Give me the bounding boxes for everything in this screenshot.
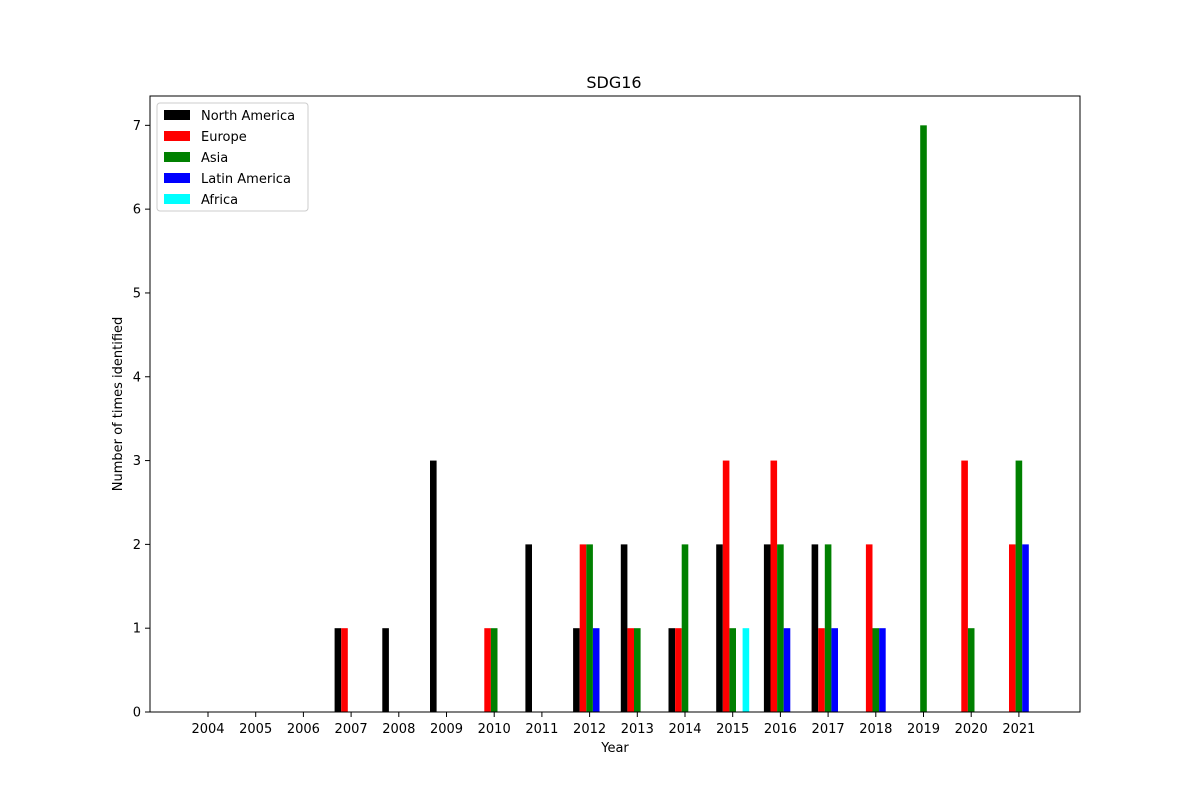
legend-swatch-latin-america xyxy=(164,173,190,183)
bar-asia-2013 xyxy=(634,628,641,712)
y-axis-label: Number of times identified xyxy=(111,317,126,492)
bar-europe-2017 xyxy=(818,628,825,712)
y-tick-label: 0 xyxy=(133,706,141,721)
bar-asia-2021 xyxy=(1015,460,1023,712)
bar-north-america-2013 xyxy=(620,544,628,712)
bar-latin-america-2012 xyxy=(592,628,600,712)
y-tick-label: 5 xyxy=(133,286,141,301)
x-tick-label: 2016 xyxy=(764,722,797,737)
x-tick-label: 2012 xyxy=(573,722,606,737)
bar-north-america-2014 xyxy=(668,628,676,712)
bar-europe-2014 xyxy=(675,628,682,712)
x-axis: 2004 2005 2006 2007 2008 2009 2010 2011 2012 2013… xyxy=(191,712,1035,737)
y-axis: 0 1 2 3 4 5 6 7 xyxy=(133,119,150,721)
x-tick-label: 2015 xyxy=(716,722,749,737)
bar-asia-2019 xyxy=(920,125,927,712)
bar-europe-2013 xyxy=(627,628,634,712)
bar-europe-2012 xyxy=(579,544,587,712)
bar-north-america-2007 xyxy=(334,628,342,712)
bar-asia-2020 xyxy=(967,628,975,712)
bar-latin-america-2021 xyxy=(1022,544,1029,712)
bar-asia-2018 xyxy=(872,628,880,712)
bar-north-america-2017 xyxy=(811,544,819,712)
bar-asia-2016 xyxy=(777,544,784,712)
bar-latin-america-2016 xyxy=(783,628,791,712)
bars-layer xyxy=(334,125,1029,712)
legend-swatch-asia xyxy=(164,152,190,162)
y-tick-label: 7 xyxy=(133,119,141,134)
bar-north-america-2012 xyxy=(573,628,580,712)
bar-asia-2010 xyxy=(490,628,498,712)
legend-swatch-north-america xyxy=(164,110,190,120)
bar-asia-2017 xyxy=(824,544,832,712)
y-tick-label: 3 xyxy=(133,454,141,469)
plot-frame xyxy=(149,95,1081,713)
legend-box xyxy=(156,102,309,212)
legend-label-latin-america: Latin America xyxy=(201,172,291,187)
bar-north-america-2011 xyxy=(525,544,532,712)
x-tick-label: 2010 xyxy=(478,722,511,737)
x-tick-label: 2009 xyxy=(430,722,463,737)
bar-north-america-2008 xyxy=(382,628,389,712)
legend-label-europe: Europe xyxy=(201,130,247,145)
bar-latin-america-2018 xyxy=(879,628,886,712)
legend-label-asia: Asia xyxy=(201,151,228,166)
x-tick-label: 2021 xyxy=(1002,722,1035,737)
y-tick-label: 1 xyxy=(133,622,141,637)
bar-asia-2012 xyxy=(586,544,593,712)
bar-asia-2014 xyxy=(681,544,689,712)
chart-title: SDG16 xyxy=(586,73,641,92)
x-tick-label: 2006 xyxy=(287,722,320,737)
legend-label-africa: Africa xyxy=(201,193,238,208)
bar-africa-2015 xyxy=(742,628,750,712)
bar-europe-2020 xyxy=(961,460,968,712)
x-tick-label: 2013 xyxy=(621,722,654,737)
y-tick-label: 4 xyxy=(133,370,141,385)
x-tick-label: 2014 xyxy=(668,722,701,737)
y-tick-label: 6 xyxy=(133,203,141,218)
x-tick-label: 2008 xyxy=(382,722,415,737)
x-tick-label: 2005 xyxy=(239,722,272,737)
bar-europe-2015 xyxy=(722,460,730,712)
bar-north-america-2016 xyxy=(763,544,771,712)
bar-north-america-2009 xyxy=(430,460,437,712)
x-axis-label: Year xyxy=(600,741,629,756)
bar-north-america-2015 xyxy=(716,544,723,712)
legend-swatch-africa xyxy=(164,194,190,204)
bar-asia-2015 xyxy=(729,628,736,712)
x-tick-label: 2019 xyxy=(907,722,940,737)
x-tick-label: 2011 xyxy=(525,722,558,737)
x-tick-label: 2007 xyxy=(335,722,368,737)
bar-europe-2021 xyxy=(1009,544,1016,712)
bar-latin-america-2017 xyxy=(831,628,838,712)
bar-europe-2016 xyxy=(770,460,778,712)
bar-europe-2018 xyxy=(865,544,873,712)
bar-europe-2007 xyxy=(341,628,348,712)
y-tick-label: 2 xyxy=(133,538,141,553)
x-tick-label: 2018 xyxy=(859,722,892,737)
legend-label-north-america: North America xyxy=(201,109,295,124)
x-tick-label: 2017 xyxy=(812,722,845,737)
bar-europe-2010 xyxy=(484,628,491,712)
x-tick-label: 2004 xyxy=(191,722,224,737)
legend: North America Europe Asia Latin America Afri… xyxy=(156,102,309,212)
x-tick-label: 2020 xyxy=(955,722,988,737)
legend-swatch-europe xyxy=(164,131,190,141)
